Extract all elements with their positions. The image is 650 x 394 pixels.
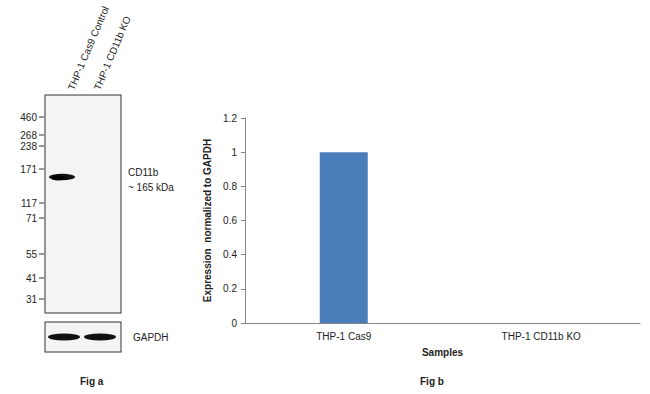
svg-text:Expression normalized to GAPD: Expression normalized to GAPDH: [202, 139, 213, 302]
svg-text:THP-1 Cas9: THP-1 Cas9: [316, 331, 371, 342]
svg-text:41: 41: [26, 273, 38, 284]
svg-text:31: 31: [26, 294, 38, 305]
svg-text:268: 268: [20, 130, 37, 141]
svg-text:THP-1 CD11b KO: THP-1 CD11b KO: [92, 14, 133, 91]
svg-text:117: 117: [21, 198, 37, 209]
svg-text:THP-1 Cas9 Control: THP-1 Cas9 Control: [65, 4, 111, 92]
svg-text:CD11b: CD11b: [128, 167, 159, 178]
svg-text:Samples: Samples: [422, 347, 464, 358]
svg-text:0.4: 0.4: [223, 249, 237, 260]
svg-text:55: 55: [26, 249, 38, 260]
svg-text:171: 171: [20, 164, 37, 175]
svg-text:1.2: 1.2: [223, 113, 237, 124]
svg-text:Fig b: Fig b: [420, 376, 444, 387]
svg-text:0.8: 0.8: [223, 181, 237, 192]
svg-text:THP-1 CD11b KO: THP-1 CD11b KO: [502, 331, 582, 342]
svg-text:460: 460: [20, 112, 37, 123]
svg-text:0.6: 0.6: [223, 215, 237, 226]
svg-text:238: 238: [20, 141, 37, 152]
svg-text:1: 1: [231, 147, 237, 158]
svg-text:GAPDH: GAPDH: [133, 332, 169, 343]
svg-text:Fig a: Fig a: [80, 376, 104, 387]
svg-text:0: 0: [231, 318, 237, 329]
svg-text:71: 71: [26, 213, 38, 224]
svg-text:~ 165 kDa: ~ 165 kDa: [128, 182, 174, 193]
svg-text:0.2: 0.2: [223, 283, 237, 294]
